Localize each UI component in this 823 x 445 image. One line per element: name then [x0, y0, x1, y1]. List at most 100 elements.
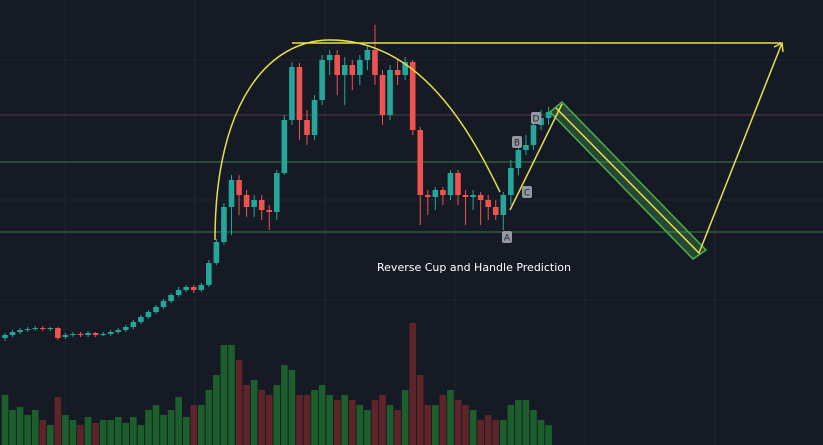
volume-bar [371, 400, 379, 445]
volume-bar [39, 420, 47, 445]
volume-bar [9, 410, 16, 445]
volume-bar [462, 405, 469, 445]
volume-bar [432, 405, 439, 445]
candle-body [394, 70, 401, 75]
volume-bar [84, 417, 92, 445]
prediction-path [555, 42, 783, 255]
candle-body [2, 335, 8, 338]
candle-body [213, 242, 220, 263]
candle-body [70, 334, 76, 335]
candle-body [341, 65, 348, 75]
volume-bar [182, 417, 190, 445]
volume-bar [341, 395, 349, 445]
candle-body [372, 50, 378, 75]
candle-body [190, 287, 197, 290]
candle-body [447, 173, 454, 195]
volume-bar [281, 365, 288, 445]
candle-body [55, 328, 61, 338]
volume-bar [409, 323, 416, 445]
volume-bar [175, 397, 182, 445]
point-label: C [524, 189, 530, 199]
candle-body [485, 200, 491, 207]
volume-bar [386, 405, 394, 445]
candle-body [9, 332, 16, 335]
candle-body [145, 312, 152, 317]
candle-body [85, 333, 91, 335]
volume-bar [265, 395, 273, 445]
volume-bar [500, 420, 507, 445]
label-box [531, 112, 541, 124]
volume-bar [522, 400, 530, 445]
candle-body [47, 328, 54, 329]
candle-body [198, 285, 205, 290]
volume-bar [145, 410, 152, 445]
candle-body [206, 263, 212, 285]
volume-bar [24, 415, 31, 445]
point-label: A [504, 234, 511, 244]
volume-bar [288, 370, 296, 445]
candle-body [221, 207, 227, 242]
label-box [512, 136, 522, 148]
candle-body [409, 62, 416, 130]
volume-bar [235, 360, 243, 445]
volume-bar [484, 415, 492, 445]
volume-bar [167, 410, 175, 445]
candle-body [477, 195, 484, 200]
candle-body [39, 328, 46, 329]
volume-bar [54, 397, 62, 445]
candle-body [387, 70, 393, 115]
candle-body [417, 130, 424, 195]
candle-body [508, 168, 514, 195]
volume-bar [69, 420, 77, 445]
volume-bar [273, 385, 281, 445]
volume-bar [122, 423, 130, 445]
candle-body [77, 334, 84, 335]
volume-bar [16, 407, 24, 445]
candle-body [100, 334, 106, 335]
candle-body [175, 290, 182, 295]
volume-bar [379, 395, 386, 445]
trend-line [509, 103, 563, 211]
volume-bar [454, 400, 462, 445]
volume-bar [394, 410, 401, 445]
candle-body [304, 120, 310, 135]
volume-bar [469, 410, 477, 445]
candle-body [319, 60, 325, 100]
candle-body [289, 67, 295, 120]
candle-body [515, 150, 522, 168]
candle-body [17, 330, 23, 332]
candle-body [523, 145, 529, 150]
candle-body [402, 62, 408, 75]
candle-body [243, 195, 250, 207]
volume-bar [160, 415, 167, 445]
volume-bar [530, 410, 537, 445]
candle-body [160, 301, 167, 307]
candle-body [357, 60, 363, 75]
candle-body [432, 190, 439, 197]
volume-bar [311, 390, 318, 445]
candle-body [545, 112, 552, 118]
volume-bar [364, 410, 371, 445]
candle-body [311, 100, 318, 135]
volume-bar [47, 425, 54, 445]
candles [2, 25, 552, 341]
candle-body [251, 200, 257, 207]
volume-bar [333, 400, 341, 445]
candle-body [296, 67, 303, 120]
point-labels: A B C D [502, 112, 541, 244]
candle-body [236, 180, 242, 195]
arrow-head [773, 41, 784, 53]
volume-bar [220, 345, 228, 445]
candle-body [32, 328, 38, 329]
volume-bar [318, 385, 326, 445]
volume-bar [198, 405, 205, 445]
volume-bar [205, 390, 213, 445]
volume-bar [477, 420, 484, 445]
candle-body [530, 125, 537, 145]
volume-bar [77, 425, 84, 445]
volume-bar [228, 345, 235, 445]
candle-body [153, 307, 159, 312]
candle-body [349, 65, 356, 75]
drawings [214, 39, 784, 260]
